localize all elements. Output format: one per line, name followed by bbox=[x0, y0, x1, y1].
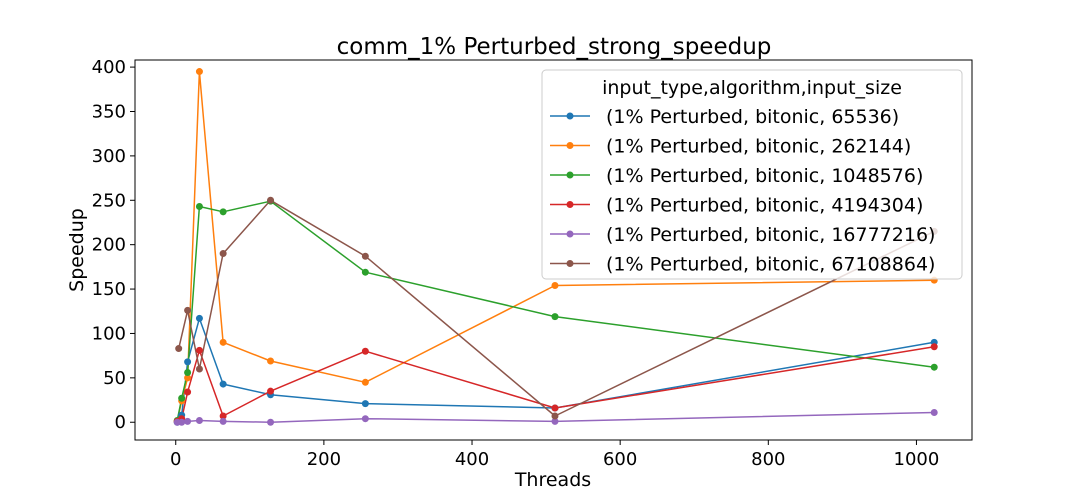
y-tick-label: 150 bbox=[92, 279, 126, 300]
data-point bbox=[219, 412, 227, 420]
data-point bbox=[219, 338, 227, 346]
legend-title: input_type,algorithm,input_size bbox=[602, 77, 902, 99]
y-tick-label: 0 bbox=[115, 412, 126, 433]
y-tick-label: 250 bbox=[92, 190, 126, 211]
y-tick-label: 100 bbox=[92, 323, 126, 344]
legend-label: (1% Perturbed, bitonic, 1048576) bbox=[606, 165, 923, 187]
x-tick-label: 200 bbox=[307, 449, 341, 470]
data-point bbox=[361, 268, 369, 276]
data-point bbox=[551, 404, 559, 412]
plot-area-frame bbox=[134, 59, 973, 441]
data-point bbox=[184, 358, 192, 366]
legend-marker bbox=[566, 230, 574, 238]
legend-label: (1% Perturbed, bitonic, 262144) bbox=[606, 136, 911, 158]
data-point bbox=[184, 306, 192, 314]
data-point bbox=[219, 208, 227, 216]
data-point bbox=[361, 415, 369, 423]
data-point bbox=[930, 363, 938, 371]
series-markers bbox=[173, 68, 938, 426]
data-point bbox=[361, 347, 369, 355]
legend-label: (1% Perturbed, bitonic, 65536) bbox=[606, 106, 899, 128]
legend-entries: (1% Perturbed, bitonic, 65536) (1% Pertur… bbox=[550, 106, 935, 276]
legend-label: (1% Perturbed, bitonic, 16777216) bbox=[606, 224, 935, 246]
data-point bbox=[195, 416, 203, 424]
data-point bbox=[267, 196, 275, 204]
x-tick-label: 400 bbox=[455, 449, 489, 470]
legend-label: (1% Perturbed, bitonic, 4194304) bbox=[606, 195, 923, 217]
legend-label: (1% Perturbed, bitonic, 67108864) bbox=[606, 254, 935, 276]
y-tick-label: 200 bbox=[92, 235, 126, 256]
data-point bbox=[361, 252, 369, 260]
data-point bbox=[178, 418, 186, 426]
legend: input_type,algorithm,input_size (1% Pert… bbox=[541, 69, 963, 280]
data-point bbox=[195, 314, 203, 322]
data-point bbox=[178, 394, 186, 402]
data-point bbox=[195, 68, 203, 76]
data-point bbox=[195, 365, 203, 373]
series-line-6 bbox=[177, 199, 935, 417]
y-tick-label: 350 bbox=[92, 101, 126, 122]
x-tick-label: 800 bbox=[751, 449, 785, 470]
legend-marker bbox=[566, 142, 574, 149]
x-tick-label: 0 bbox=[170, 449, 181, 470]
legend-marker bbox=[566, 201, 574, 208]
data-point bbox=[184, 388, 192, 396]
y-tick-label: 50 bbox=[103, 368, 126, 389]
data-point bbox=[551, 417, 559, 425]
data-point bbox=[219, 250, 227, 258]
legend-box bbox=[541, 69, 963, 280]
legend-marker bbox=[566, 112, 574, 120]
y-tick-label: 300 bbox=[92, 146, 126, 167]
y-axis: 0 50 100 150 200 250 300 350 400 bbox=[92, 57, 135, 433]
data-point bbox=[267, 418, 275, 426]
data-point bbox=[551, 412, 559, 420]
data-point bbox=[219, 417, 227, 425]
data-point bbox=[195, 346, 203, 354]
chart-title: comm_1% Perturbed_strong_speedup bbox=[337, 34, 772, 60]
data-point bbox=[930, 343, 938, 351]
data-point bbox=[267, 357, 275, 365]
x-tick-label: 600 bbox=[603, 449, 637, 470]
data-point bbox=[175, 345, 183, 353]
data-point bbox=[551, 282, 559, 290]
legend-marker bbox=[566, 171, 574, 179]
data-point bbox=[195, 202, 203, 210]
data-point bbox=[267, 387, 275, 395]
data-point bbox=[184, 369, 192, 377]
data-point bbox=[219, 380, 227, 388]
x-axis-label: Threads bbox=[514, 469, 591, 491]
data-point bbox=[551, 313, 559, 321]
y-axis-label: Speedup bbox=[66, 208, 88, 292]
data-point bbox=[184, 417, 192, 425]
data-point bbox=[930, 408, 938, 416]
y-tick-label: 400 bbox=[92, 57, 126, 78]
data-point bbox=[361, 378, 369, 386]
x-axis: 0 200 400 600 800 1000 bbox=[170, 440, 939, 470]
data-point bbox=[361, 400, 369, 408]
x-tick-label: 1000 bbox=[894, 449, 940, 470]
data-point bbox=[184, 374, 192, 382]
legend-marker bbox=[566, 260, 574, 267]
